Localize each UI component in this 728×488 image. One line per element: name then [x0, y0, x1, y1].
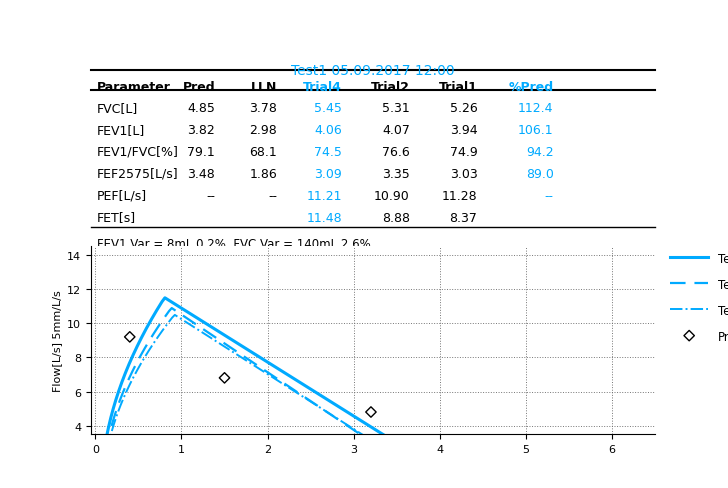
Pred: [218, 374, 230, 382]
Text: %Pred: %Pred: [509, 81, 554, 94]
Text: 10.90: 10.90: [374, 189, 410, 202]
Test1 Trial4: [161, 295, 170, 301]
Test1 Trial2: [427, 435, 435, 441]
Test1 Trial4: [561, 435, 569, 441]
Test1 Trial2: [319, 407, 328, 413]
Text: 112.4: 112.4: [518, 102, 554, 115]
Test1 Trial2: [459, 435, 468, 441]
Text: Normal spirometry: Normal spirometry: [97, 272, 213, 285]
Text: 68.1: 68.1: [250, 145, 277, 159]
Text: Pred: Pred: [183, 81, 215, 94]
Test1 Trial2: [162, 312, 170, 318]
Text: FEV1[L]: FEV1[L]: [97, 124, 145, 137]
Text: 8.88: 8.88: [381, 211, 410, 224]
Text: 3.35: 3.35: [382, 167, 410, 181]
Text: 89.0: 89.0: [526, 167, 554, 181]
Test1 Trial1: [156, 331, 165, 337]
Test1 Trial1: [314, 404, 323, 409]
Text: 5.45: 5.45: [314, 102, 342, 115]
Text: LLN: LLN: [251, 81, 277, 94]
Text: 8.37: 8.37: [450, 211, 478, 224]
Pred: [365, 408, 377, 416]
Test1 Trial4: [471, 435, 480, 441]
Text: 3.82: 3.82: [187, 124, 215, 137]
Test1 Trial1: [454, 435, 462, 441]
Text: FET[s]: FET[s]: [97, 211, 135, 224]
Test1 Trial2: [92, 435, 100, 441]
Text: 3.09: 3.09: [314, 167, 342, 181]
Test1 Trial1: [455, 435, 464, 441]
Y-axis label: Flow[L/s] 5mm/L/s: Flow[L/s] 5mm/L/s: [52, 290, 62, 391]
Text: 3.03: 3.03: [450, 167, 478, 181]
Test1 Trial2: [167, 305, 176, 311]
Text: 4.07: 4.07: [382, 124, 410, 137]
Text: --: --: [268, 189, 277, 202]
Test1 Trial4: [363, 422, 371, 427]
Pred: [124, 333, 135, 341]
Text: Trial4: Trial4: [303, 81, 342, 94]
Text: 76.6: 76.6: [382, 145, 410, 159]
Text: 3.78: 3.78: [249, 102, 277, 115]
Text: 106.1: 106.1: [518, 124, 554, 137]
Text: 4.06: 4.06: [314, 124, 342, 137]
Legend: Test1 Trial4, Test1 Trial2, Test1 Trial1, Pred: Test1 Trial4, Test1 Trial2, Test1 Trial1…: [667, 249, 728, 347]
Test1 Trial1: [170, 312, 179, 318]
Text: 5.31: 5.31: [382, 102, 410, 115]
Line: Test1 Trial2: Test1 Trial2: [96, 308, 553, 438]
Text: 4.85: 4.85: [187, 102, 215, 115]
Text: --: --: [206, 189, 215, 202]
Text: 11.48: 11.48: [306, 211, 342, 224]
Text: 1.86: 1.86: [250, 167, 277, 181]
Test1 Trial4: [175, 304, 183, 310]
Test1 Trial4: [331, 402, 339, 407]
Test1 Trial4: [440, 435, 449, 441]
Text: Test1 05.09.2017 12:00: Test1 05.09.2017 12:00: [291, 63, 455, 78]
Test1 Trial1: [544, 435, 553, 441]
Test1 Trial2: [548, 435, 557, 441]
Test1 Trial2: [457, 435, 466, 441]
Line: Test1 Trial4: Test1 Trial4: [96, 298, 565, 438]
Text: Trial2: Trial2: [371, 81, 410, 94]
Test1 Trial1: [423, 435, 432, 441]
Test1 Trial1: [345, 424, 354, 429]
Text: FVC[L]: FVC[L]: [97, 102, 138, 115]
Line: Test1 Trial1: Test1 Trial1: [96, 315, 548, 438]
Text: --: --: [545, 189, 554, 202]
Text: 3.48: 3.48: [187, 167, 215, 181]
Text: 11.28: 11.28: [442, 189, 478, 202]
Text: 74.5: 74.5: [314, 145, 342, 159]
Text: 94.2: 94.2: [526, 145, 554, 159]
Text: Trial1: Trial1: [438, 81, 478, 94]
Text: FEV1/FVC[%]: FEV1/FVC[%]: [97, 145, 178, 159]
Text: FEV1 Var = 8mL 0.2%, FVC Var = 140mL 2.6%: FEV1 Var = 8mL 0.2%, FVC Var = 140mL 2.6…: [97, 238, 371, 251]
Text: 5.26: 5.26: [450, 102, 478, 115]
Text: 11.21: 11.21: [306, 189, 342, 202]
Text: 74.9: 74.9: [450, 145, 478, 159]
Text: FEF2575[L/s]: FEF2575[L/s]: [97, 167, 178, 181]
Text: PEF[L/s]: PEF[L/s]: [97, 189, 147, 202]
Test1 Trial2: [349, 427, 358, 433]
Text: 2.98: 2.98: [250, 124, 277, 137]
Text: Session quality B: Session quality B: [97, 255, 198, 268]
Test1 Trial4: [92, 435, 100, 441]
Test1 Trial4: [472, 435, 481, 441]
Text: 3.94: 3.94: [450, 124, 478, 137]
Text: Parameter: Parameter: [97, 81, 170, 94]
Text: 79.1: 79.1: [187, 145, 215, 159]
Test1 Trial1: [92, 435, 100, 441]
